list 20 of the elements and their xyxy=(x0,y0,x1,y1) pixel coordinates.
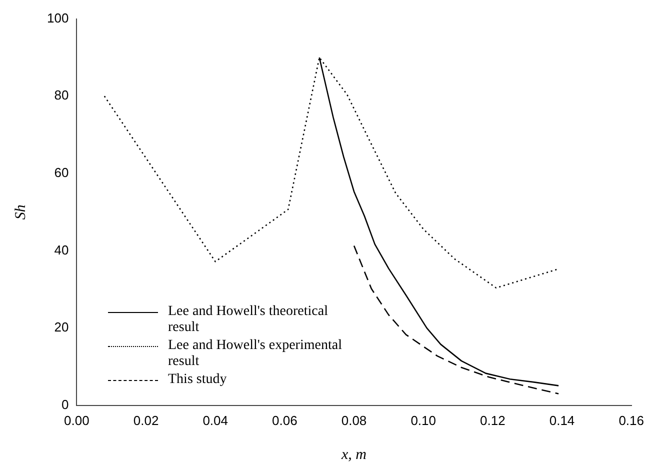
x-tick-label: 0.04 xyxy=(202,412,228,428)
legend-label: Lee and Howell's theoretical result xyxy=(168,304,329,336)
x-axis-title: x, m xyxy=(340,446,367,463)
x-tick-label: 0.14 xyxy=(549,412,575,428)
legend-label: This study xyxy=(168,372,228,388)
y-tick-label: 80 xyxy=(54,88,69,103)
legend-label: Lee and Howell's experimental result xyxy=(168,338,343,370)
x-tick-label: 0.08 xyxy=(341,412,367,428)
y-tick-label: 0 xyxy=(61,396,69,412)
y-axis-title: Sh xyxy=(12,204,29,220)
x-tick-label: 0.02 xyxy=(133,412,159,428)
x-tick-label: 0.10 xyxy=(410,412,436,428)
x-tick-label: 0.06 xyxy=(272,412,298,428)
x-tick-label: 0.12 xyxy=(480,412,506,428)
y-tick-label: 100 xyxy=(46,10,69,26)
y-tick-label: 40 xyxy=(54,242,69,258)
y-tick-label: 20 xyxy=(54,320,69,335)
x-tick-label: 0.16 xyxy=(618,412,644,428)
y-tick-label: 60 xyxy=(54,165,69,180)
x-tick-label: 0.00 xyxy=(64,412,90,428)
